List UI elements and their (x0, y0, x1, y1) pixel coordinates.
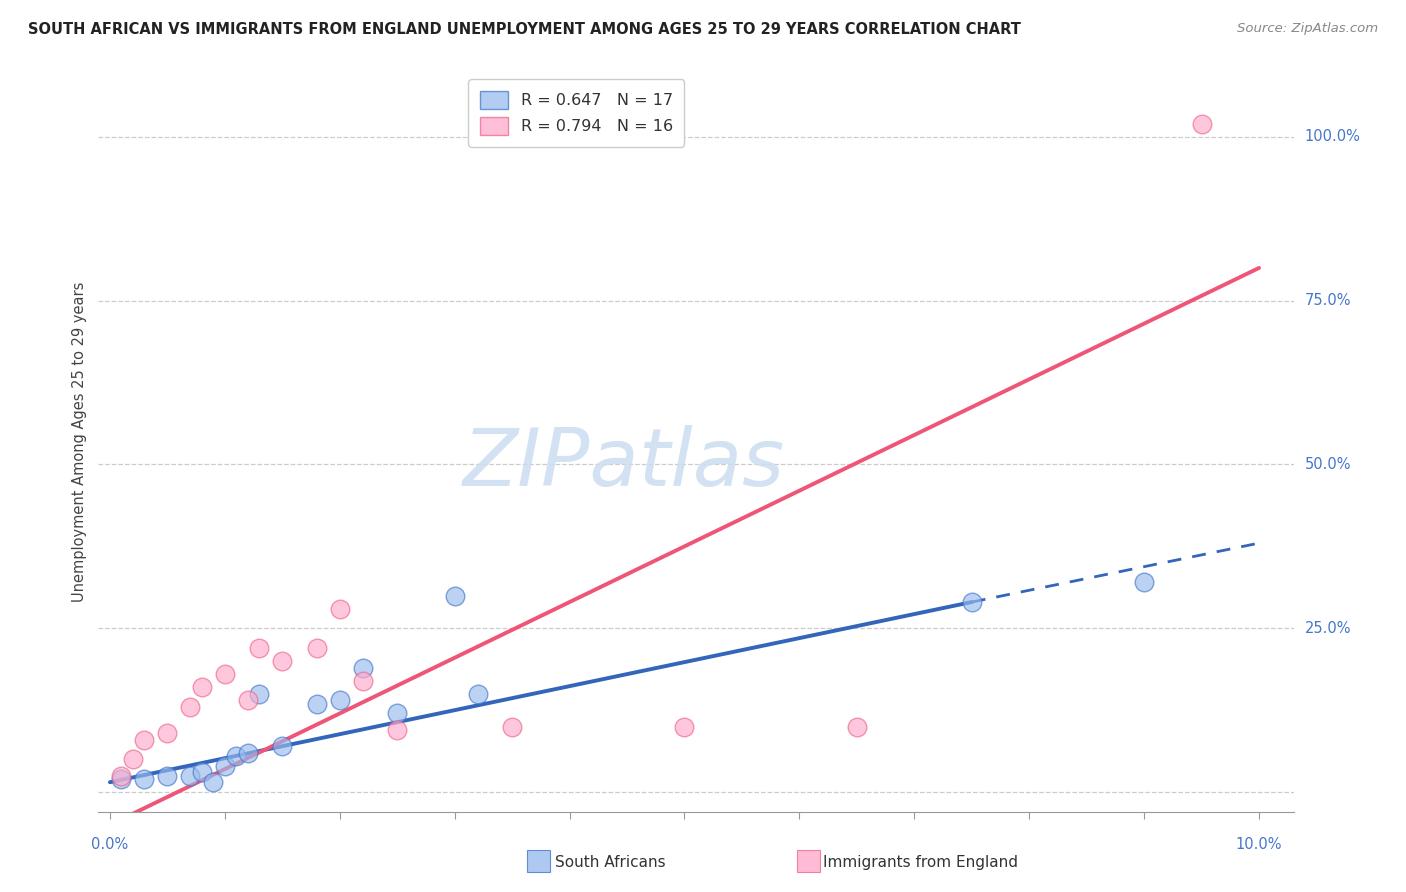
Point (247, 687, 270, 701)
Point (110, 769, 132, 783)
Point (191, 680, 214, 694)
Point (134, 772, 156, 786)
Point (501, 720, 523, 734)
Bar (797, 850, 820, 872)
Point (191, 765, 214, 780)
Point (225, 749, 247, 764)
Point (673, 720, 696, 734)
Point (134, 732, 156, 747)
Point (110, 772, 132, 786)
Point (329, 601, 352, 615)
Text: ZIPatlas: ZIPatlas (463, 425, 786, 503)
Point (236, 693, 259, 707)
Point (179, 769, 201, 783)
Text: 100.0%: 100.0% (1305, 129, 1361, 145)
Point (214, 667, 236, 681)
Text: 0.0%: 0.0% (91, 837, 128, 852)
Point (385, 706, 409, 721)
Point (156, 726, 179, 740)
Point (467, 687, 489, 701)
Point (202, 775, 225, 789)
Point (305, 640, 328, 655)
Y-axis label: Unemployment Among Ages 25 to 29 years: Unemployment Among Ages 25 to 29 years (72, 281, 87, 602)
Point (214, 759, 236, 773)
Point (960, 595, 983, 609)
Text: SOUTH AFRICAN VS IMMIGRANTS FROM ENGLAND UNEMPLOYMENT AMONG AGES 25 TO 29 YEARS : SOUTH AFRICAN VS IMMIGRANTS FROM ENGLAND… (28, 22, 1021, 37)
Point (1133, 575, 1156, 590)
Text: Immigrants from England: Immigrants from England (823, 855, 1018, 870)
Point (305, 697, 328, 711)
Point (352, 660, 374, 674)
Point (385, 723, 409, 737)
Point (329, 693, 352, 707)
Point (122, 752, 145, 766)
Legend: R = 0.647   N = 17, R = 0.794   N = 16: R = 0.647 N = 17, R = 0.794 N = 16 (468, 79, 685, 146)
Point (247, 640, 270, 655)
Point (352, 673, 374, 688)
Text: South Africans: South Africans (555, 855, 666, 870)
Text: 10.0%: 10.0% (1236, 837, 1282, 852)
Text: 50.0%: 50.0% (1305, 457, 1351, 472)
Text: 25.0%: 25.0% (1305, 621, 1351, 636)
Point (443, 589, 465, 603)
Bar (527, 850, 550, 872)
Point (271, 654, 294, 668)
Point (156, 769, 179, 783)
Point (179, 699, 201, 714)
Point (236, 746, 259, 760)
Point (1191, 117, 1213, 131)
Text: Source: ZipAtlas.com: Source: ZipAtlas.com (1237, 22, 1378, 36)
Text: 75.0%: 75.0% (1305, 293, 1351, 308)
Point (271, 739, 294, 754)
Point (845, 720, 868, 734)
